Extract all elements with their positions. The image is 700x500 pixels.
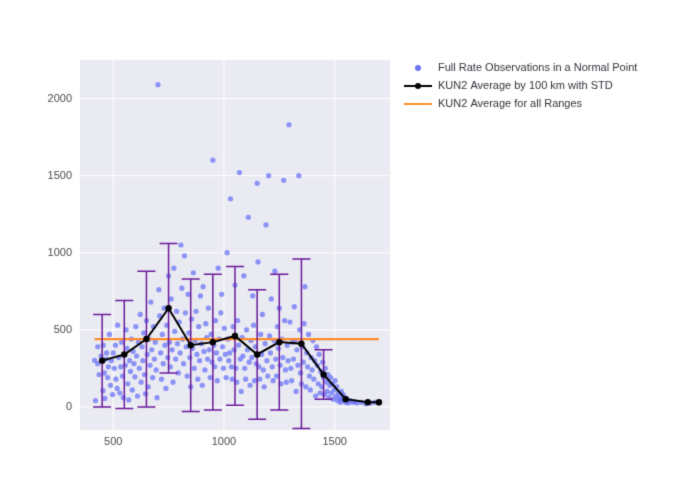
scatter-chart [0, 0, 700, 500]
